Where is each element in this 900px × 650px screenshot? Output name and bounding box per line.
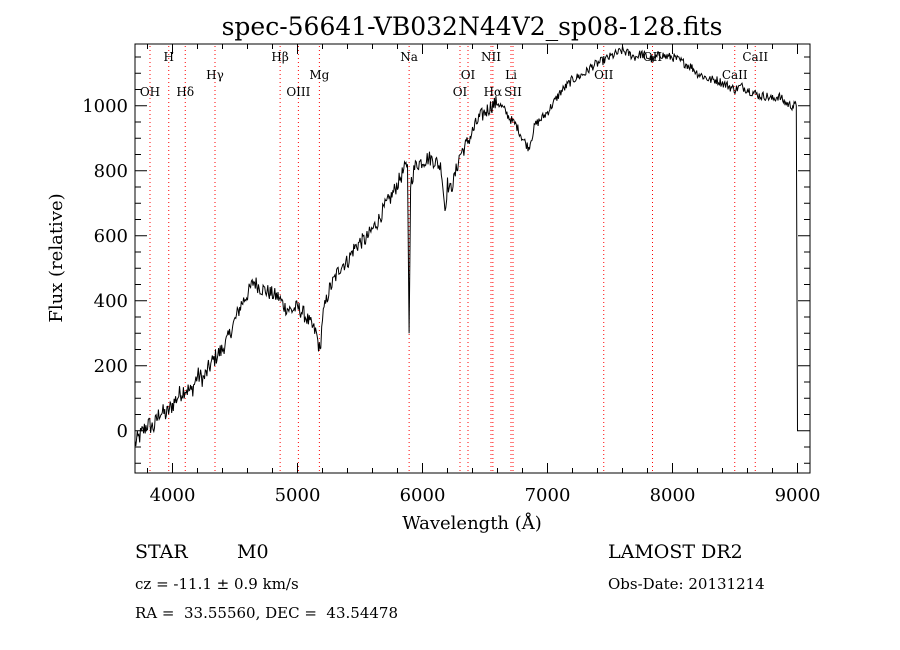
y-axis-label: Flux (relative): [46, 193, 67, 322]
survey-name: LAMOST DR2: [608, 541, 743, 563]
y-tick-label-1: 200: [94, 356, 128, 377]
spectral-line-markers: [149, 46, 756, 473]
line-marker-label-2: Hδ: [176, 85, 194, 99]
redshift-readout: cz = -11.1 ± 0.9 km/s: [135, 575, 299, 593]
line-marker-label-5: OIII: [286, 85, 310, 99]
line-marker-label-14: OII: [594, 68, 614, 82]
spectral-line-labels: OHHHδHγHβOIIIMgNaOIOINIIHαLiSIIOIIOIICaI…: [140, 50, 769, 99]
line-marker-label-9: OI: [461, 68, 476, 82]
x-tick-label-3: 7000: [525, 485, 571, 506]
line-marker-label-12: Li: [505, 68, 517, 82]
subclass: M0: [237, 541, 269, 563]
x-axis-ticks: 4000 5000 6000 7000 8000 9000: [147, 44, 821, 506]
object-type: STAR: [135, 541, 188, 563]
x-tick-label-2: 6000: [400, 485, 446, 506]
obs-date: Obs-Date: 20131214: [608, 575, 765, 593]
spectrum-line: [134, 45, 799, 447]
chart-title: spec-56641-VB032N44V2_sp08-128.fits: [222, 12, 723, 41]
x-tick-label-5: 9000: [775, 485, 821, 506]
line-marker-label-7: Na: [400, 50, 418, 64]
y-tick-label-5: 1000: [82, 96, 128, 117]
coordinates-readout: RA = 33.55560, DEC = 43.54478: [135, 604, 399, 622]
line-marker-label-16: CaII: [722, 68, 748, 82]
y-tick-label-2: 400: [94, 291, 128, 312]
x-axis-label: Wavelength (Å): [402, 512, 542, 534]
line-marker-label-8: OI: [453, 85, 468, 99]
line-marker-label-4: Hβ: [271, 50, 288, 64]
line-marker-label-1: H: [164, 50, 174, 64]
y-axis-ticks: 0 200 400 600 800 1000: [82, 56, 810, 464]
x-tick-label-4: 8000: [650, 485, 696, 506]
plot-frame: [134, 43, 811, 474]
line-marker-label-11: Hα: [484, 85, 503, 99]
line-marker-label-17: CaII: [742, 50, 768, 64]
y-tick-label-3: 600: [94, 226, 128, 247]
line-marker-label-10: NII: [481, 50, 501, 64]
y-tick-label-4: 800: [94, 161, 128, 182]
x-tick-label-0: 4000: [150, 485, 196, 506]
line-marker-label-3: Hγ: [206, 68, 224, 82]
line-marker-label-13: SII: [504, 85, 522, 99]
y-tick-label-0: 0: [117, 421, 128, 442]
line-marker-label-6: Mg: [309, 68, 329, 82]
line-marker-label-0: OH: [140, 85, 160, 99]
x-tick-label-1: 5000: [275, 485, 321, 506]
